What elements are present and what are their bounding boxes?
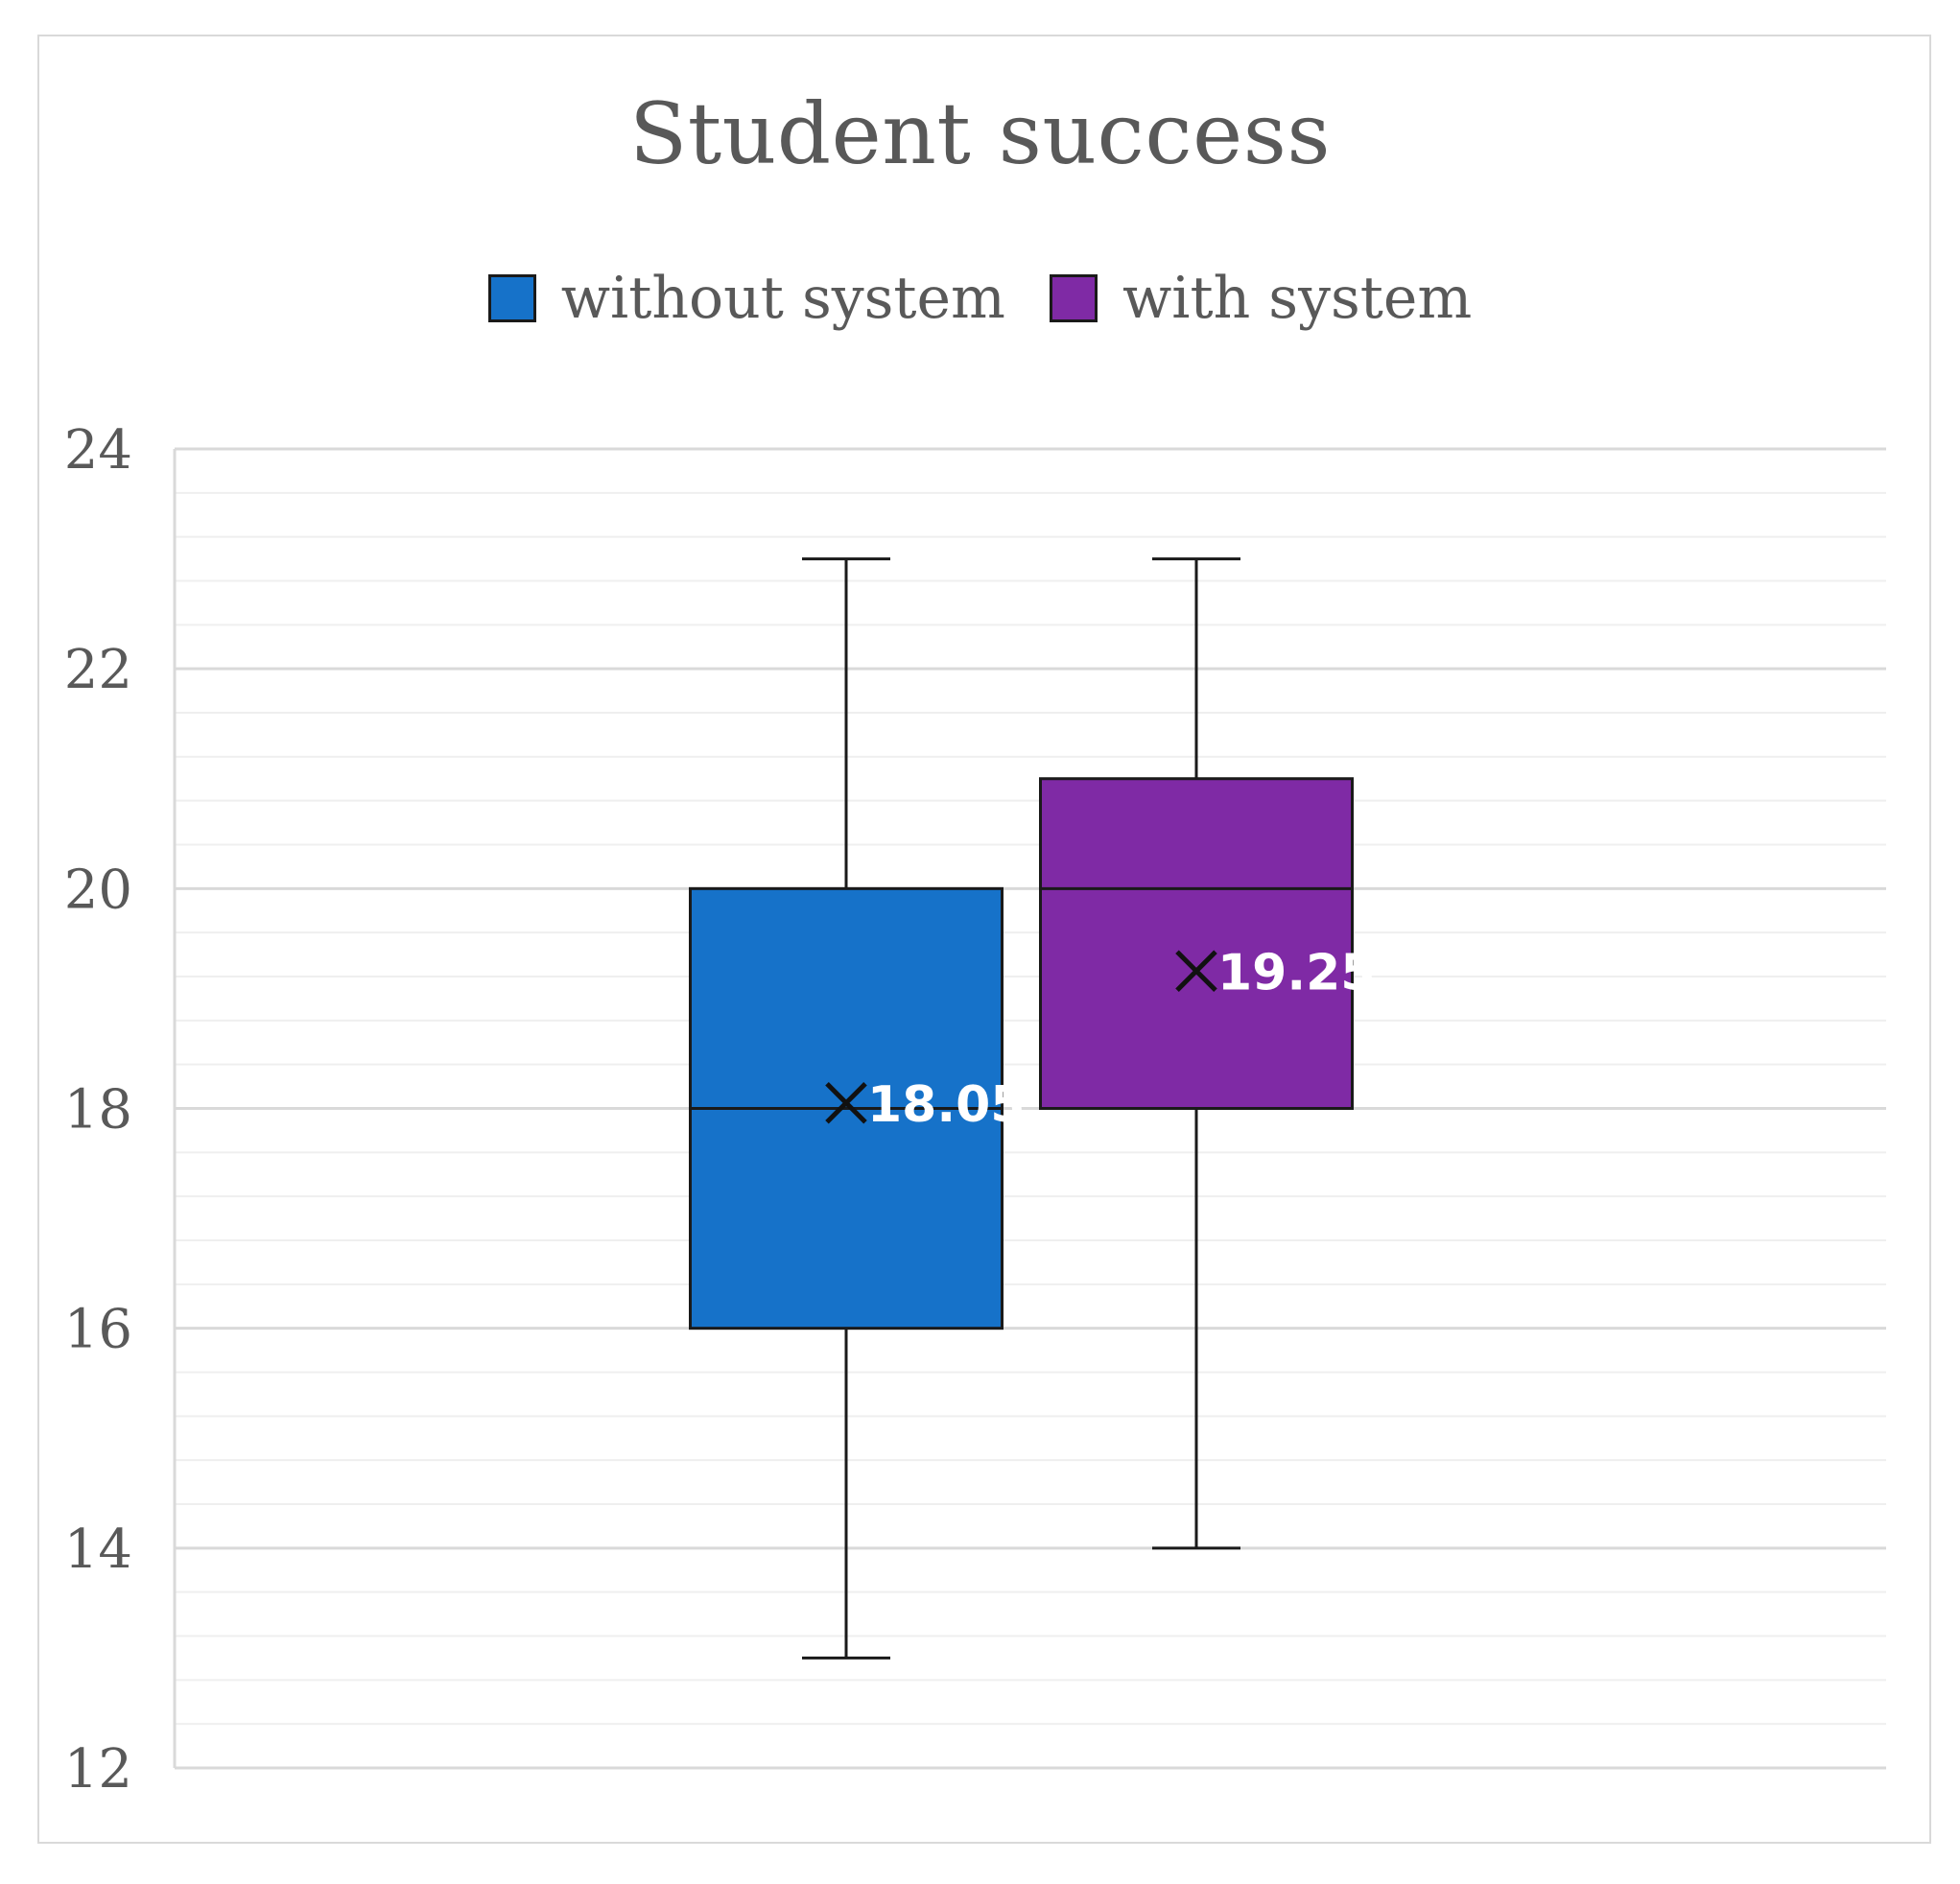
y-tick-label: 14 bbox=[64, 1519, 132, 1581]
y-tick-label: 22 bbox=[64, 639, 132, 701]
mean-label-with-system: 19.25 bbox=[1217, 944, 1375, 1001]
y-tick-label: 24 bbox=[64, 419, 132, 482]
legend-swatch-without-system bbox=[487, 274, 536, 322]
mean-marker-with-system bbox=[1175, 950, 1217, 993]
legend-label-without-system: without system bbox=[560, 265, 1005, 332]
legend-item-with-system: with system bbox=[1049, 265, 1473, 332]
legend-swatch-with-system bbox=[1049, 274, 1098, 322]
y-tick-label: 20 bbox=[64, 859, 132, 921]
y-tick-label: 12 bbox=[64, 1738, 132, 1801]
legend-item-without-system: without system bbox=[487, 265, 1005, 332]
box-with-system bbox=[1039, 777, 1354, 1110]
legend-label-with-system: with system bbox=[1122, 265, 1473, 332]
mean-label-without-system: 18.05 bbox=[867, 1076, 1025, 1134]
chart-title: Student success bbox=[628, 84, 1332, 183]
mean-marker-without-system bbox=[825, 1082, 867, 1124]
legend: without system with system bbox=[0, 265, 1960, 332]
y-tick-label: 16 bbox=[64, 1299, 132, 1361]
y-tick-label: 18 bbox=[64, 1079, 132, 1142]
